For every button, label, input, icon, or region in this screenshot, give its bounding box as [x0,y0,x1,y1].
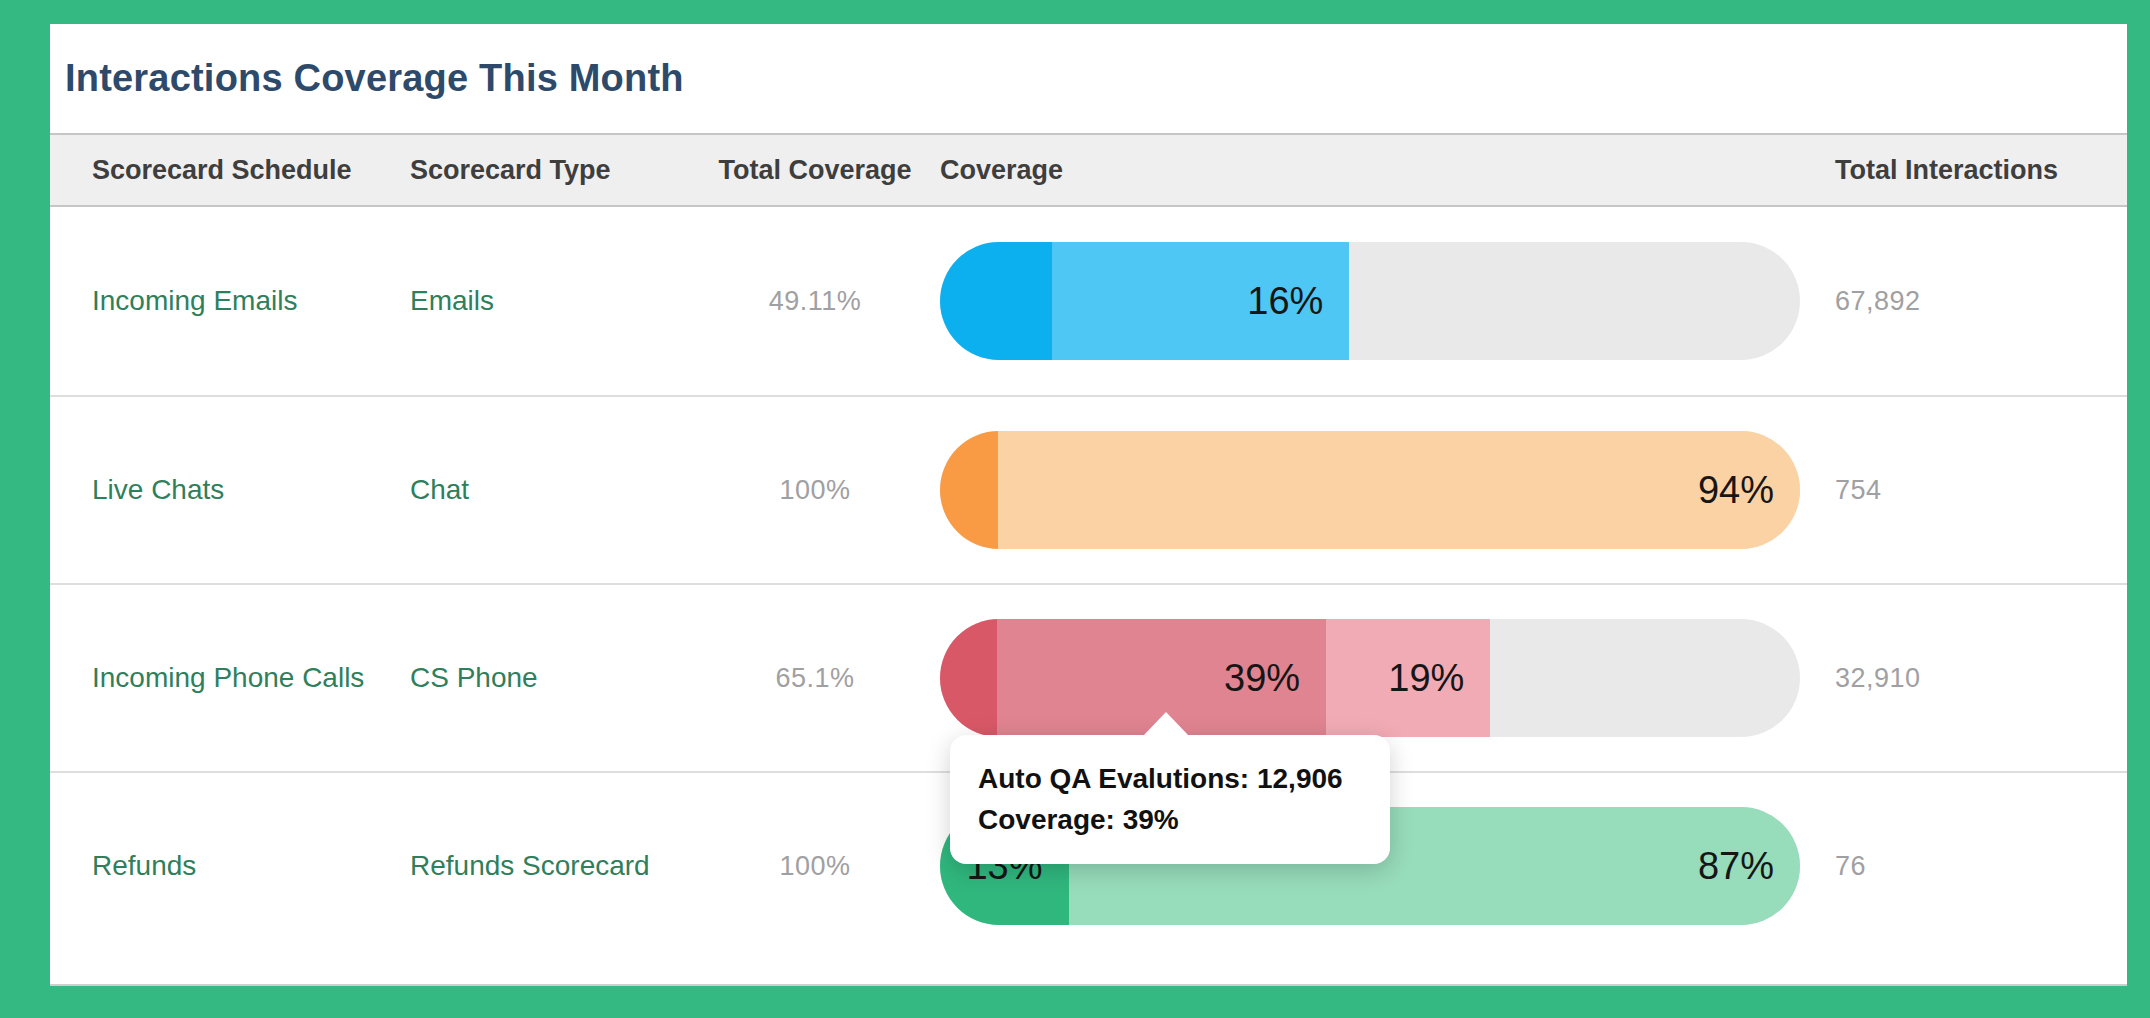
table-body: Incoming Emails Emails 49.11% 16% 67,892… [50,207,2127,959]
cell-coverage-bar: 94% [940,397,1835,583]
coverage-card: Interactions Coverage This Month Scoreca… [50,24,2127,986]
schedule-link[interactable]: Incoming Emails [92,285,297,316]
cell-total-coverage: 100% [690,851,940,882]
header-scorecard-type: Scorecard Type [410,155,690,186]
cell-scorecard-type: Chat [410,474,690,506]
table-row: Incoming Phone Calls CS Phone 65.1% 39% 1… [50,583,2127,771]
cell-scorecard-schedule: Live Chats [50,474,410,506]
cell-total-interactions: 754 [1835,475,2127,506]
schedule-link[interactable]: Live Chats [92,474,224,505]
schedule-link[interactable]: Refunds [92,850,196,881]
cell-total-interactions: 67,892 [1835,286,2127,317]
cell-scorecard-type: Refunds Scorecard [410,850,690,882]
cell-scorecard-schedule: Refunds [50,850,410,882]
cell-total-coverage: 65.1% [690,663,940,694]
cell-total-interactions: 32,910 [1835,663,2127,694]
cell-scorecard-schedule: Incoming Emails [50,285,410,317]
tooltip-line: Coverage: 39% [978,800,1362,841]
coverage-bar[interactable]: 39% 19% [940,619,1800,737]
card-title-area: Interactions Coverage This Month [50,24,2127,133]
type-link[interactable]: Emails [410,285,494,316]
cell-scorecard-schedule: Incoming Phone Calls [50,662,410,694]
page-title: Interactions Coverage This Month [65,57,684,100]
cell-total-coverage: 49.11% [690,286,940,317]
table-header: Scorecard Schedule Scorecard Type Total … [50,133,2127,207]
green-frame: Interactions Coverage This Month Scoreca… [0,0,2150,1018]
bar-segment[interactable] [940,619,997,737]
tooltip-line: Auto QA Evalutions: 12,906 [978,759,1362,800]
bar-segment-label: 39% [1224,657,1300,700]
bar-segment-label: 19% [1388,657,1464,700]
coverage-bar[interactable]: 16% [940,242,1800,360]
type-link[interactable]: Chat [410,474,469,505]
bar-tooltip: Auto QA Evalutions: 12,906 Coverage: 39% [950,735,1390,864]
cell-total-coverage: 100% [690,475,940,506]
cell-scorecard-type: CS Phone [410,662,690,694]
cell-coverage-bar: 16% [940,207,1835,395]
bar-segment[interactable]: 94% [998,431,1800,549]
bar-segment[interactable]: 19% [1326,619,1490,737]
header-coverage: Coverage [940,155,1835,186]
bar-segment[interactable] [940,431,998,549]
header-total-interactions: Total Interactions [1835,155,2127,186]
bar-segment-label: 87% [1698,845,1774,888]
cell-total-interactions: 76 [1835,851,2127,882]
bar-segment-label: 94% [1698,469,1774,512]
table-row: Incoming Emails Emails 49.11% 16% 67,892 [50,207,2127,395]
cell-scorecard-type: Emails [410,285,690,317]
table-row: Live Chats Chat 100% 94% 754 [50,395,2127,583]
header-total-coverage: Total Coverage [690,155,940,186]
header-scorecard-schedule: Scorecard Schedule [50,155,410,186]
tooltip-caret [1143,712,1189,736]
bar-segment[interactable] [940,242,1052,360]
type-link[interactable]: CS Phone [410,662,538,693]
bar-segment[interactable]: 16% [1052,242,1350,360]
bar-segment-label: 16% [1247,280,1323,323]
schedule-link[interactable]: Incoming Phone Calls [92,662,364,693]
cell-coverage-bar: 39%19% Auto QA Evalutions: 12,906 Covera… [940,585,1835,771]
type-link[interactable]: Refunds Scorecard [410,850,650,881]
coverage-bar[interactable]: 94% [940,431,1800,549]
